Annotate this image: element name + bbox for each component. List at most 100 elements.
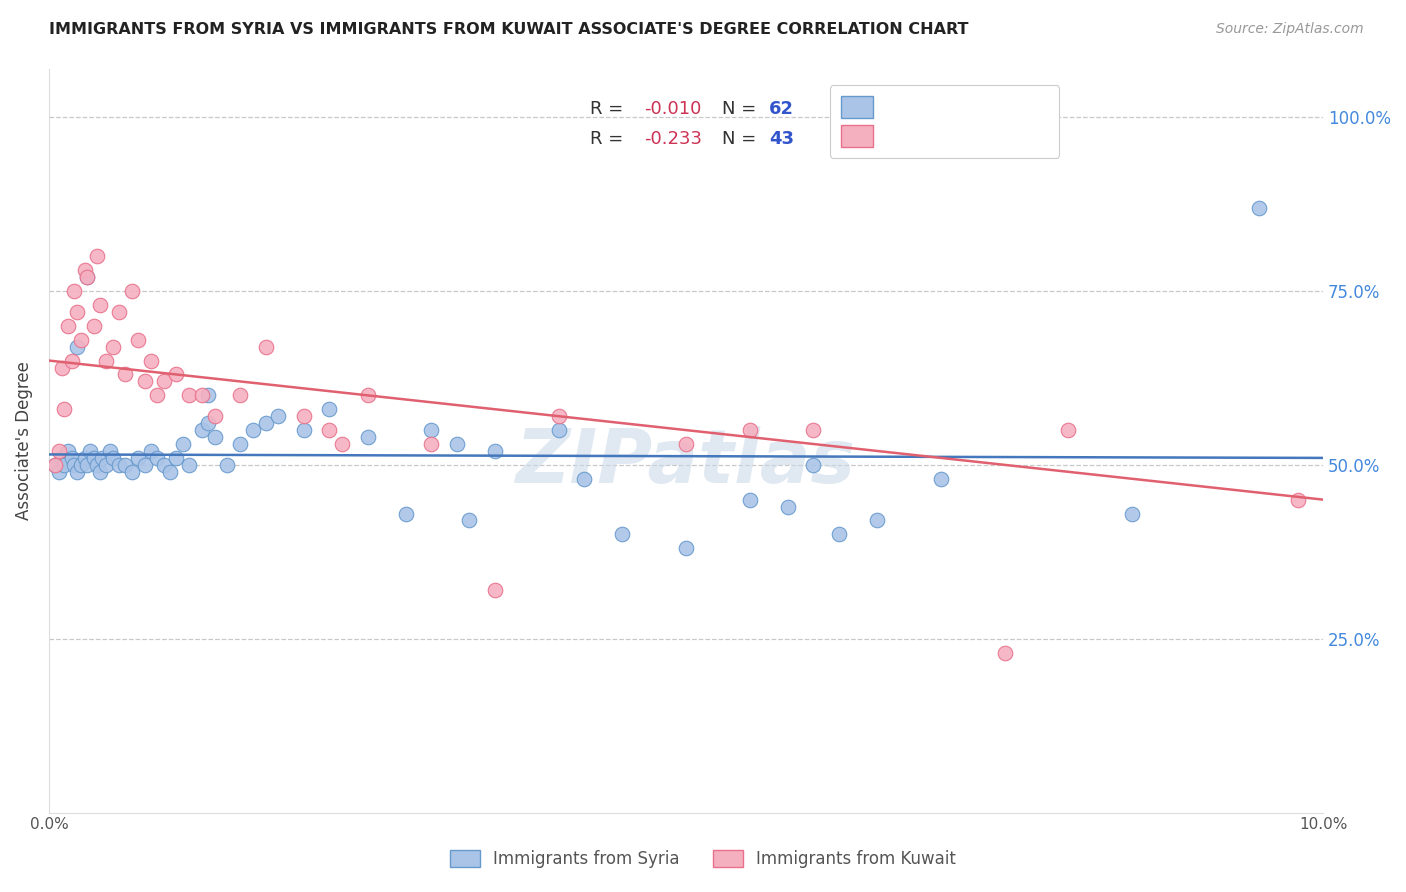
Point bbox=[108, 305, 131, 319]
Point bbox=[60, 450, 83, 465]
Text: IMMIGRANTS FROM SYRIA VS IMMIGRANTS FROM KUWAIT ASSOCIATE'S DEGREE CORRELATION C: IMMIGRANTS FROM SYRIA VS IMMIGRANTS FROM… bbox=[49, 22, 969, 37]
Point bbox=[89, 465, 111, 479]
Point bbox=[51, 360, 73, 375]
Point bbox=[197, 416, 219, 430]
Point bbox=[159, 465, 181, 479]
Text: -0.010: -0.010 bbox=[644, 101, 702, 119]
Text: Source: ZipAtlas.com: Source: ZipAtlas.com bbox=[1216, 22, 1364, 37]
Point bbox=[292, 423, 315, 437]
Point bbox=[229, 388, 252, 402]
Point bbox=[53, 402, 76, 417]
Point bbox=[127, 333, 149, 347]
Point bbox=[89, 298, 111, 312]
Point bbox=[127, 450, 149, 465]
Point bbox=[458, 514, 481, 528]
Point bbox=[179, 458, 201, 472]
Point bbox=[86, 249, 108, 263]
Point bbox=[356, 430, 378, 444]
Point bbox=[76, 270, 98, 285]
Point bbox=[56, 318, 79, 333]
Point bbox=[242, 423, 264, 437]
Point bbox=[139, 444, 162, 458]
Point bbox=[484, 444, 506, 458]
Point bbox=[738, 423, 761, 437]
Point bbox=[44, 458, 66, 472]
Point bbox=[146, 450, 169, 465]
Point bbox=[44, 458, 66, 472]
Point bbox=[96, 458, 118, 472]
Point bbox=[1057, 423, 1080, 437]
Point bbox=[69, 333, 91, 347]
Point bbox=[48, 444, 70, 458]
Point bbox=[165, 450, 187, 465]
Point bbox=[330, 437, 353, 451]
Point bbox=[152, 375, 174, 389]
Point bbox=[63, 284, 86, 298]
Point bbox=[738, 492, 761, 507]
Point bbox=[91, 450, 114, 465]
Point bbox=[76, 270, 98, 285]
Point bbox=[108, 458, 131, 472]
Text: ZIPatlas: ZIPatlas bbox=[516, 426, 856, 500]
Point bbox=[229, 437, 252, 451]
Text: R =: R = bbox=[591, 130, 630, 148]
Point bbox=[134, 375, 156, 389]
Point bbox=[73, 450, 96, 465]
Point bbox=[547, 423, 569, 437]
Point bbox=[675, 437, 697, 451]
Point bbox=[121, 284, 143, 298]
Point bbox=[69, 458, 91, 472]
Point bbox=[60, 353, 83, 368]
Point bbox=[267, 409, 290, 424]
Text: 43: 43 bbox=[769, 130, 794, 148]
Point bbox=[96, 353, 118, 368]
Point bbox=[152, 458, 174, 472]
Point bbox=[356, 388, 378, 402]
Point bbox=[63, 458, 86, 472]
Point bbox=[121, 465, 143, 479]
Point bbox=[48, 465, 70, 479]
Point bbox=[1286, 492, 1309, 507]
Point bbox=[484, 582, 506, 597]
Point bbox=[254, 416, 277, 430]
Point bbox=[420, 437, 443, 451]
Point bbox=[139, 353, 162, 368]
Point bbox=[395, 507, 418, 521]
Point bbox=[134, 458, 156, 472]
Point bbox=[204, 430, 226, 444]
Point bbox=[572, 472, 595, 486]
Point bbox=[66, 465, 89, 479]
Point bbox=[612, 527, 634, 541]
Point bbox=[675, 541, 697, 556]
Point bbox=[114, 368, 136, 382]
Point bbox=[101, 340, 124, 354]
Text: N =: N = bbox=[721, 130, 762, 148]
Point bbox=[204, 409, 226, 424]
Y-axis label: Associate's Degree: Associate's Degree bbox=[15, 361, 32, 520]
Point bbox=[114, 458, 136, 472]
Point bbox=[994, 646, 1017, 660]
Point bbox=[98, 444, 121, 458]
Point bbox=[66, 340, 89, 354]
Text: N =: N = bbox=[721, 101, 762, 119]
Legend: Immigrants from Syria, Immigrants from Kuwait: Immigrants from Syria, Immigrants from K… bbox=[443, 843, 963, 875]
Point bbox=[446, 437, 468, 451]
Point bbox=[929, 472, 952, 486]
Point bbox=[83, 318, 105, 333]
Text: 62: 62 bbox=[769, 101, 794, 119]
Point bbox=[292, 409, 315, 424]
Point bbox=[56, 444, 79, 458]
Point bbox=[191, 388, 214, 402]
Point bbox=[776, 500, 799, 514]
Text: R =: R = bbox=[591, 101, 630, 119]
Legend:                             ,                             : , bbox=[830, 85, 1059, 158]
Point bbox=[179, 388, 201, 402]
Point bbox=[318, 423, 340, 437]
Point bbox=[318, 402, 340, 417]
Point bbox=[83, 450, 105, 465]
Point bbox=[1121, 507, 1143, 521]
Point bbox=[191, 423, 214, 437]
Point bbox=[165, 368, 187, 382]
Point bbox=[803, 458, 825, 472]
Point bbox=[73, 263, 96, 277]
